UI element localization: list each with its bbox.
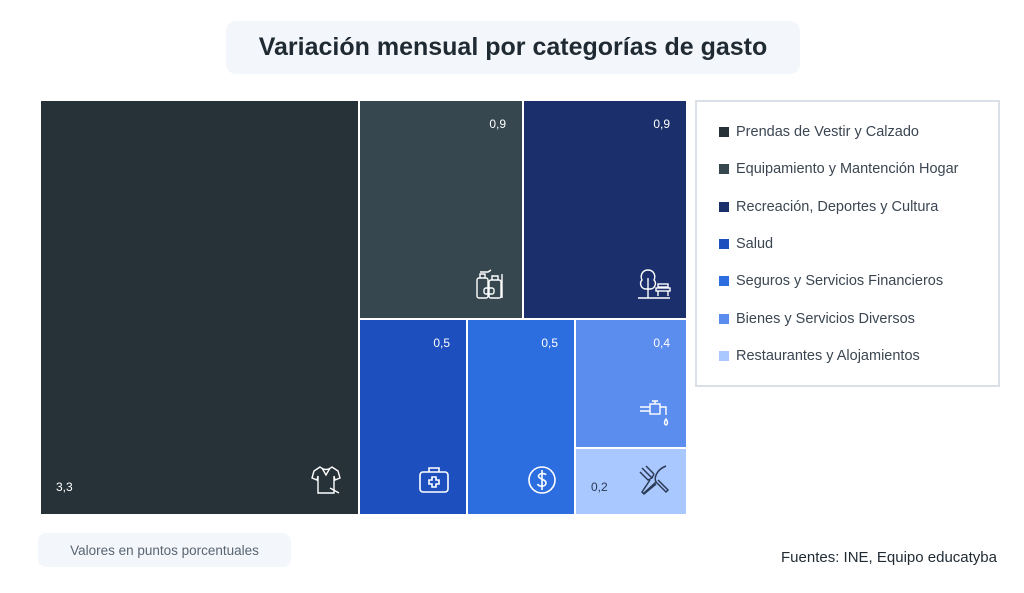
treemap-tile: 0,9 [359,100,523,319]
legend-label: Recreación, Deportes y Cultura [736,198,939,215]
legend-swatch [719,313,729,324]
cleaning-products-icon [472,266,508,302]
tile-value-label: 3,3 [56,480,73,494]
treemap-tile: 0,2 [575,448,687,515]
treemap-tile: 0,5 [359,319,467,515]
legend-label: Equipamiento y Mantención Hogar [736,161,959,178]
legend: Prendas de Vestir y Calzado Equipamiento … [695,100,1000,387]
tile-value-label: 0,5 [433,336,450,350]
legend-swatch [719,164,729,175]
park-icon [636,266,672,302]
faucet-icon [636,395,672,431]
legend-item: Salud [719,236,773,252]
tile-value-label: 0,5 [541,336,558,350]
source-credit: Fuentes: INE, Equipo educatyba [781,549,997,566]
legend-item: Prendas de Vestir y Calzado [719,124,919,140]
shirt-icon [308,462,344,498]
legend-label: Seguros y Servicios Financieros [736,273,944,290]
legend-item: Bienes y Servicios Diversos [719,311,915,327]
tile-value-label: 0,9 [653,117,670,131]
legend-item: Restaurantes y Alojamientos [719,348,920,364]
treemap-tile: 3,3 [40,100,359,515]
tile-value-label: 0,4 [653,336,670,350]
chart-title: Variación mensual por categorías de gast… [226,21,800,74]
legend-swatch [719,127,729,137]
treemap-chart: 3,3 0,9 0,9 0,5 0,5 0,4 0,2 [40,100,687,515]
legend-swatch [719,350,729,361]
legend-item: Seguros y Servicios Financieros [719,273,943,289]
legend-swatch [719,201,729,212]
legend-label: Bienes y Servicios Diversos [736,310,915,327]
legend-swatch [719,238,729,249]
treemap-tile: 0,5 [467,319,575,515]
legend-item: Recreación, Deportes y Cultura [719,199,938,215]
tile-value-label: 0,2 [591,480,608,494]
dollar-coin-icon [524,462,560,498]
treemap-tile: 0,9 [523,100,687,319]
tile-value-label: 0,9 [489,117,506,131]
medical-kit-icon [416,462,452,498]
units-note: Valores en puntos porcentuales [38,533,291,567]
legend-item: Equipamiento y Mantención Hogar [719,161,958,177]
treemap-tile: 0,4 [575,319,687,448]
legend-label: Prendas de Vestir y Calzado [736,124,919,140]
legend-label: Restaurantes y Alojamientos [736,347,920,364]
fork-knife-icon [636,462,672,498]
legend-swatch [719,276,729,287]
legend-label: Salud [736,235,774,252]
